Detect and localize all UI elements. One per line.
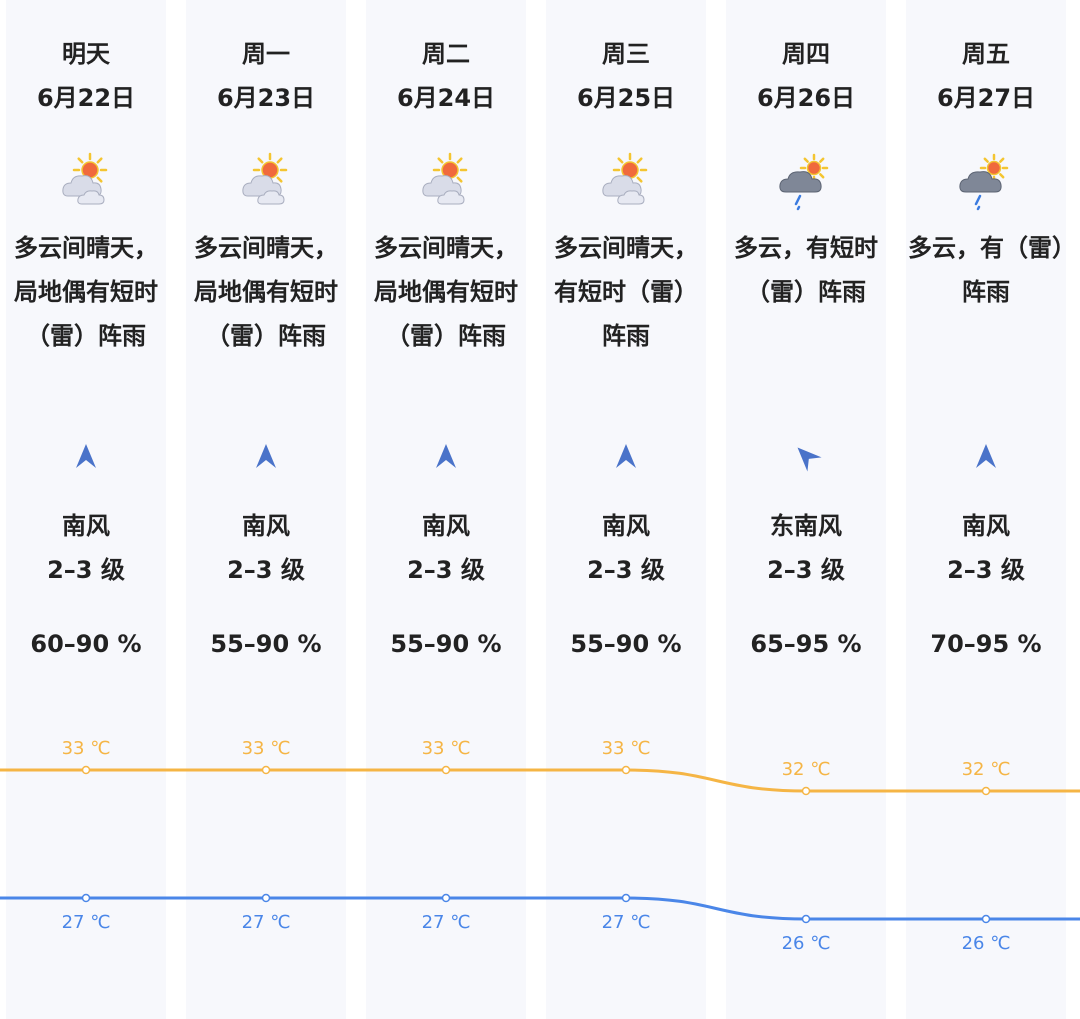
day-column: 周二 6月24日 多云间晴天，局地偶有短时（雷）阵雨 南风 2–3 级 55–9… <box>366 0 526 1019</box>
wind-direction: 南风 <box>962 512 1010 540</box>
day-column: 明天 6月22日 多云间晴天，局地偶有短时（雷）阵雨 南风 2–3 级 60–9… <box>6 0 166 1019</box>
day-column: 周三 6月25日 多云间晴天，有短时（雷）阵雨 南风 2–3 级 55–90 % <box>546 0 706 1019</box>
wind-direction: 南风 <box>422 512 470 540</box>
day-date: 6月23日 <box>216 84 316 112</box>
day-column: 周五 6月27日 多云，有（雷）阵雨 南风 2–3 级 70–95 % <box>906 0 1066 1019</box>
humidity: 65–95 % <box>750 630 862 658</box>
partly-cloudy-icon <box>242 152 288 205</box>
wind-arrow-north-icon <box>976 444 996 468</box>
humidity: 55–90 % <box>210 630 322 658</box>
weather-description: 多云间晴天，有短时（雷）阵雨 <box>554 234 698 350</box>
wind-level: 2–3 级 <box>767 556 845 584</box>
day-column: 周四 6月26日 多云，有短时（雷）阵雨 东南风 2–3 级 65–95 % <box>726 0 886 1019</box>
day-name: 周五 <box>962 40 1010 68</box>
wind-level: 2–3 级 <box>947 556 1025 584</box>
wind-level: 2–3 级 <box>227 556 305 584</box>
weather-description: 多云间晴天，局地偶有短时（雷）阵雨 <box>374 234 518 350</box>
wind-arrow-north-icon <box>256 444 276 468</box>
wind-level: 2–3 级 <box>47 556 125 584</box>
wind-level: 2–3 级 <box>407 556 485 584</box>
day-date: 6月25日 <box>576 84 676 112</box>
wind-direction: 南风 <box>242 512 290 540</box>
wind-direction: 南风 <box>602 512 650 540</box>
day-name: 周一 <box>242 40 290 68</box>
wind-arrow-north-icon <box>616 444 636 468</box>
day-date: 6月24日 <box>396 84 496 112</box>
partly-cloudy-icon <box>62 152 108 205</box>
partly-cloudy-icon <box>602 152 648 205</box>
day-column: 周一 6月23日 多云间晴天，局地偶有短时（雷）阵雨 南风 2–3 级 55–9… <box>186 0 346 1019</box>
day-date: 6月22日 <box>36 84 136 112</box>
wind-arrow-north-icon <box>436 444 456 468</box>
weather-description: 多云，有短时（雷）阵雨 <box>734 234 878 306</box>
cloudy-rain-icon <box>779 153 829 211</box>
weather-description: 多云间晴天，局地偶有短时（雷）阵雨 <box>14 234 158 350</box>
wind-arrow-north-icon <box>76 444 96 468</box>
humidity: 55–90 % <box>390 630 502 658</box>
wind-arrow-northwest-icon <box>797 447 822 472</box>
day-name: 明天 <box>62 40 110 68</box>
humidity: 55–90 % <box>570 630 682 658</box>
partly-cloudy-icon <box>422 152 468 205</box>
day-name: 周四 <box>782 40 830 68</box>
wind-level: 2–3 级 <box>587 556 665 584</box>
day-date: 6月27日 <box>936 84 1036 112</box>
cloudy-rain-icon <box>959 153 1009 211</box>
day-date: 6月26日 <box>756 84 856 112</box>
weather-description: 多云，有（雷）阵雨 <box>908 234 1064 306</box>
wind-direction: 南风 <box>62 512 110 540</box>
day-name: 周三 <box>602 40 650 68</box>
day-name: 周二 <box>422 40 470 68</box>
humidity: 70–95 % <box>930 630 1042 658</box>
humidity: 60–90 % <box>30 630 142 658</box>
weather-description: 多云间晴天，局地偶有短时（雷）阵雨 <box>194 234 338 350</box>
wind-direction: 东南风 <box>770 512 842 540</box>
